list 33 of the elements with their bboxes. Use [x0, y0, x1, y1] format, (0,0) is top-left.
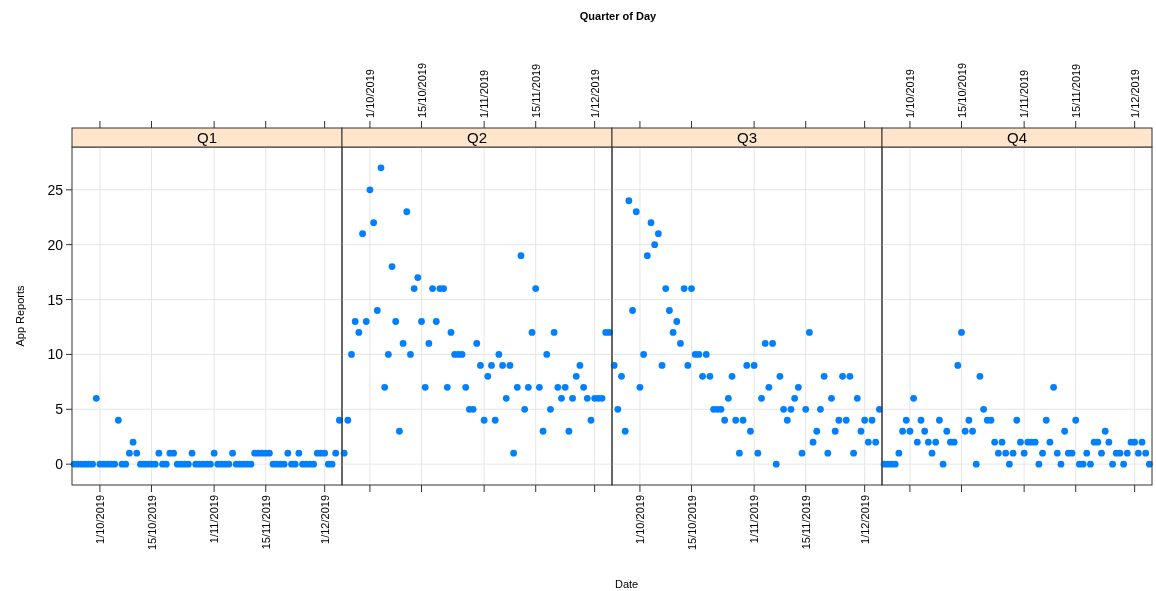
x-tick-label: 1/11/2019 [208, 495, 221, 544]
x-tick-label: 15/10/2019 [415, 62, 428, 118]
x-tick-label: 15/11/2019 [1069, 63, 1082, 118]
x-tick-label: 15/11/2019 [529, 63, 542, 118]
y-tick-label: 15 [47, 291, 64, 308]
x-tick-label: 15/10/2019 [145, 495, 158, 551]
x-tick-label: 1/12/2019 [318, 495, 331, 544]
x-tick-label: 1/12/2019 [1128, 69, 1141, 118]
y-tick-label: 0 [55, 456, 64, 473]
chart-title: Q3 [736, 129, 758, 146]
x-tick-label: 1/11/2019 [478, 69, 491, 118]
x-tick-label: 15/10/2019 [955, 62, 968, 118]
text: Quarter of Day [579, 10, 658, 22]
y-tick-label: 5 [55, 401, 64, 418]
x-tick-label: 1/10/2019 [903, 69, 916, 118]
x-tick-label: 1/12/2019 [858, 495, 871, 544]
x-tick-label: 15/10/2019 [685, 495, 698, 551]
y-tick-label: 20 [47, 236, 64, 253]
chart-title: Q1 [196, 129, 218, 146]
x-tick-label: 1/10/2019 [93, 495, 106, 544]
x-tick-label: 1/12/2019 [588, 69, 601, 118]
chart-title: Q4 [1006, 129, 1028, 146]
x-tick-label: 15/11/2019 [799, 495, 812, 550]
y-axis-title: App Reports [14, 284, 26, 347]
x-tick-label: 1/10/2019 [633, 495, 646, 544]
x-tick-label: 15/11/2019 [259, 495, 272, 550]
x-axis-title: Date [615, 578, 639, 590]
y-tick-label: 10 [47, 346, 64, 363]
x-tick-label: 1/11/2019 [1018, 69, 1031, 118]
x-tick-label: 1/10/2019 [363, 69, 376, 118]
x-tick-label: 1/11/2019 [748, 495, 761, 544]
y-tick-label: 25 [47, 181, 64, 198]
chart-title: Q2 [466, 129, 488, 146]
